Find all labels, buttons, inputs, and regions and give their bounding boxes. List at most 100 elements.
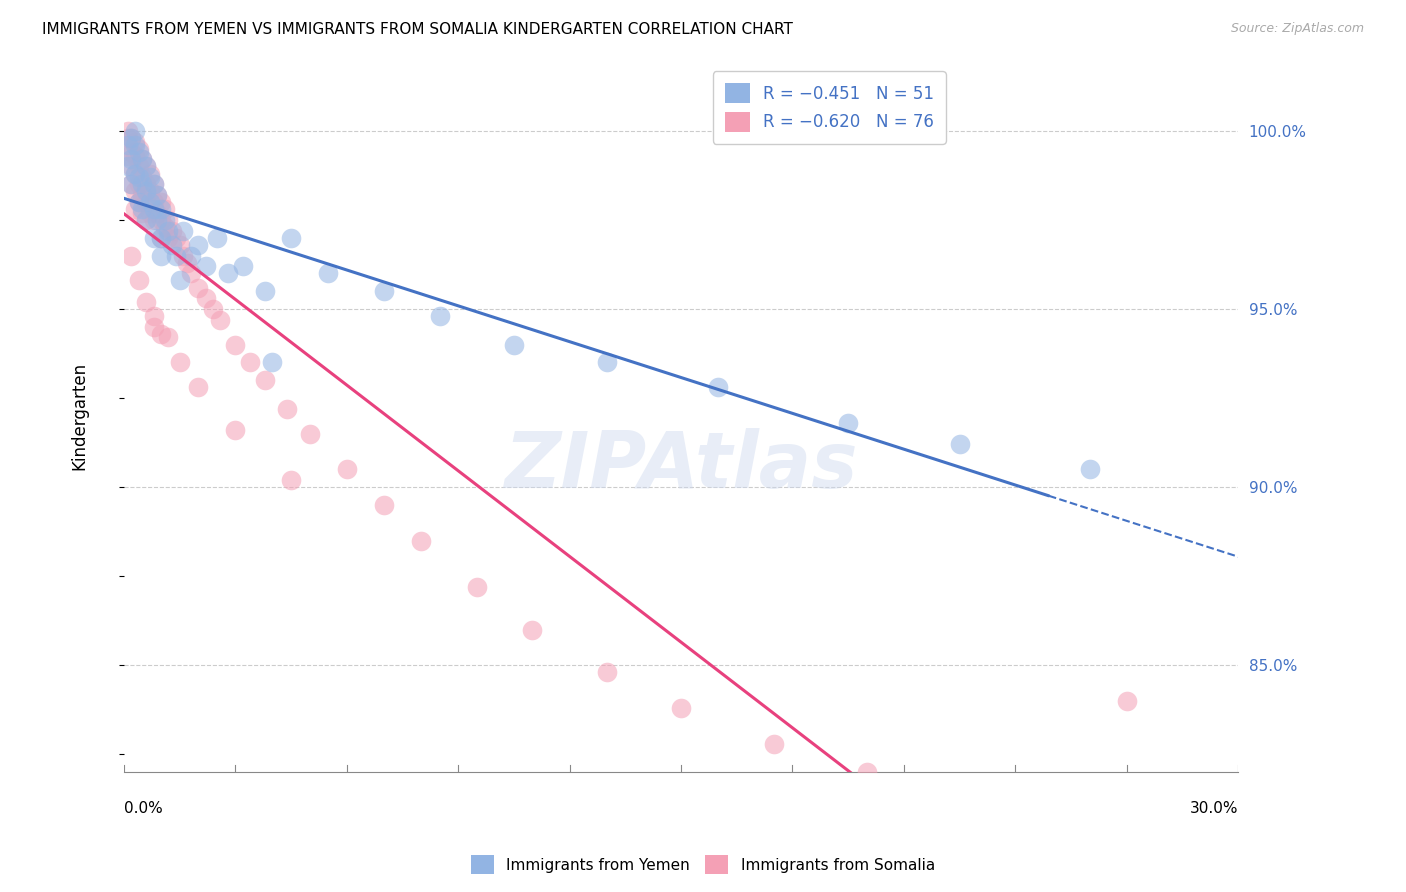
- Point: [139, 206, 162, 220]
- Point: [194, 259, 217, 273]
- Point: [120, 153, 142, 167]
- Point: [149, 248, 172, 262]
- Legend: Immigrants from Yemen, Immigrants from Somalia: Immigrants from Yemen, Immigrants from S…: [465, 849, 941, 880]
- Point: [120, 145, 142, 160]
- Point: [929, 783, 952, 797]
- Point: [117, 138, 139, 153]
- Point: [165, 231, 187, 245]
- Point: [131, 188, 153, 202]
- Point: [224, 337, 246, 351]
- Point: [124, 167, 146, 181]
- Point: [142, 195, 165, 210]
- Point: [160, 224, 183, 238]
- Point: [128, 195, 150, 210]
- Point: [176, 255, 198, 269]
- Point: [124, 138, 146, 153]
- Point: [217, 266, 239, 280]
- Point: [142, 178, 165, 192]
- Point: [135, 294, 157, 309]
- Point: [139, 170, 162, 185]
- Point: [131, 170, 153, 185]
- Point: [128, 273, 150, 287]
- Point: [131, 202, 153, 217]
- Point: [124, 135, 146, 149]
- Point: [1078, 462, 1101, 476]
- Point: [149, 326, 172, 341]
- Point: [131, 153, 153, 167]
- Point: [131, 178, 153, 192]
- Point: [117, 149, 139, 163]
- Point: [1115, 694, 1137, 708]
- Point: [124, 167, 146, 181]
- Point: [165, 248, 187, 262]
- Point: [172, 224, 194, 238]
- Point: [762, 737, 785, 751]
- Point: [596, 665, 619, 680]
- Point: [131, 153, 153, 167]
- Point: [135, 185, 157, 199]
- Point: [142, 202, 165, 217]
- Point: [135, 160, 157, 174]
- Point: [169, 273, 191, 287]
- Text: 30.0%: 30.0%: [1189, 801, 1239, 815]
- Point: [262, 355, 284, 369]
- Text: ZIPAtlas: ZIPAtlas: [505, 428, 858, 504]
- Point: [253, 373, 276, 387]
- Point: [502, 337, 524, 351]
- Point: [128, 170, 150, 185]
- Point: [142, 213, 165, 227]
- Point: [149, 195, 172, 210]
- Text: IMMIGRANTS FROM YEMEN VS IMMIGRANTS FROM SOMALIA KINDERGARTEN CORRELATION CHART: IMMIGRANTS FROM YEMEN VS IMMIGRANTS FROM…: [42, 22, 793, 37]
- Point: [596, 355, 619, 369]
- Point: [153, 202, 176, 217]
- Point: [316, 266, 339, 280]
- Point: [124, 124, 146, 138]
- Text: Kindergarten: Kindergarten: [70, 362, 89, 470]
- Point: [253, 284, 276, 298]
- Point: [373, 498, 395, 512]
- Point: [707, 380, 730, 394]
- Point: [142, 319, 165, 334]
- Point: [128, 178, 150, 192]
- Point: [465, 580, 488, 594]
- Point: [336, 462, 359, 476]
- Point: [187, 380, 209, 394]
- Point: [142, 178, 165, 192]
- Point: [131, 206, 153, 220]
- Point: [194, 291, 217, 305]
- Point: [149, 231, 172, 245]
- Text: 0.0%: 0.0%: [124, 801, 163, 815]
- Point: [135, 195, 157, 210]
- Point: [142, 231, 165, 245]
- Point: [669, 701, 692, 715]
- Point: [128, 145, 150, 160]
- Point: [135, 213, 157, 227]
- Point: [149, 202, 172, 217]
- Point: [205, 231, 228, 245]
- Point: [949, 437, 972, 451]
- Point: [239, 355, 262, 369]
- Point: [128, 195, 150, 210]
- Text: Source: ZipAtlas.com: Source: ZipAtlas.com: [1230, 22, 1364, 36]
- Point: [298, 426, 321, 441]
- Point: [209, 312, 232, 326]
- Point: [409, 533, 432, 548]
- Point: [157, 330, 180, 344]
- Point: [135, 213, 157, 227]
- Point: [124, 149, 146, 163]
- Point: [124, 185, 146, 199]
- Point: [172, 248, 194, 262]
- Point: [276, 401, 298, 416]
- Point: [139, 185, 162, 199]
- Point: [142, 309, 165, 323]
- Point: [855, 765, 877, 780]
- Point: [120, 160, 142, 174]
- Point: [146, 188, 169, 202]
- Point: [117, 124, 139, 138]
- Point: [139, 195, 162, 210]
- Point: [429, 309, 451, 323]
- Point: [120, 248, 142, 262]
- Point: [169, 355, 191, 369]
- Point: [180, 248, 202, 262]
- Point: [149, 213, 172, 227]
